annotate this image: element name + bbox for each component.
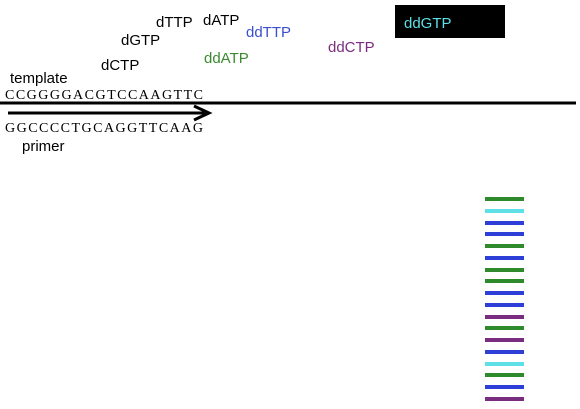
- dntp-label: dTTP: [156, 14, 193, 31]
- ddntp-label: ddCTP: [328, 39, 375, 56]
- dntp-label: dATP: [203, 12, 239, 29]
- template-sequence: CCGGGGACGTCCAAGTTC: [5, 88, 203, 103]
- gel-lane: [485, 197, 524, 401]
- arrow-head: [193, 104, 213, 122]
- ddgtp-box: [395, 5, 505, 38]
- template-label: template: [10, 70, 68, 87]
- dntp-label: dGTP: [121, 32, 160, 49]
- ddntp-label: ddTTP: [246, 24, 291, 41]
- primer-sequence: GGCCCCTGCAGGTTCAAG: [5, 121, 203, 136]
- ddntp-label: ddATP: [204, 50, 249, 67]
- primer-label: primer: [22, 138, 65, 155]
- ddntp-label: ddGTP: [404, 15, 452, 32]
- dntp-label: dCTP: [101, 57, 139, 74]
